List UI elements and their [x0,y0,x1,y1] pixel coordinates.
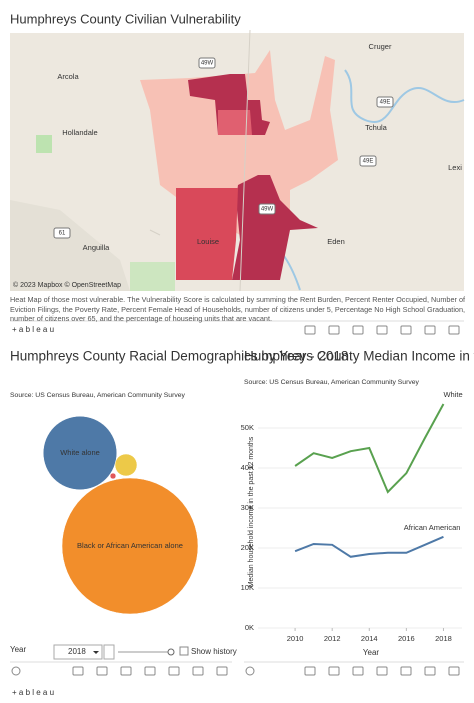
river [344,69,465,123]
highway-label: 61 [59,231,66,237]
toolbar-button[interactable] [144,666,156,676]
toolbar-button[interactable] [96,666,108,676]
toolbar: + a b l e a u [10,320,464,335]
tableau-icon [11,666,21,676]
y-tick-label: 10K [241,583,254,592]
chart-title: Humphreys County Median Income in the La… [244,349,474,364]
x-tick-label: 2014 [361,634,378,643]
chart-title: Humphreys County Racial Demographics by … [10,349,348,364]
y-axis-label: Median household income in the past 12 m… [248,436,255,587]
toolbar-button[interactable] [304,325,316,335]
highway-shield [376,96,394,108]
toolbar-button[interactable] [448,325,460,335]
place-label: Cruger [369,42,392,51]
place-label: Tchula [365,123,388,132]
toolbar-button[interactable] [328,666,340,676]
land [10,200,130,291]
control-label: Year [10,645,27,654]
toolbar [244,661,464,676]
place-label: Lexi [448,163,462,172]
chart-subtitle: Source: US Census Bureau, American Commu… [244,379,420,386]
tract [232,175,318,280]
checkbox[interactable] [179,646,189,656]
highway-shield [258,203,276,215]
line [294,535,444,558]
bubble [42,415,118,491]
place-label: Eden [327,237,345,246]
toolbar-button[interactable] [352,325,364,335]
highway-label: 49E [380,100,391,106]
bubble-label: Black or African American alone [77,541,183,550]
park [130,262,175,291]
map-caption: Heat Map of those most vulnerable. The V… [10,295,466,324]
x-axis-label: Year [363,648,380,657]
line [294,403,445,494]
toolbar-button[interactable] [328,325,340,335]
toolbar-button[interactable] [400,325,412,335]
tableau-logo: + a b l e a u [12,325,54,334]
toolbar-button[interactable] [424,666,436,676]
toolbar-button[interactable] [448,666,460,676]
road [149,29,251,292]
series-label: African American [404,523,461,532]
toolbar-button[interactable] [192,666,204,676]
highway-shield [359,155,377,167]
x-tick-label: 2018 [435,634,452,643]
bubble [61,477,199,615]
tableau-icon [245,666,255,676]
x-tick-label: 2016 [398,634,415,643]
year-select[interactable] [53,644,103,660]
highway-label: 49W [201,61,214,67]
y-tick-label: 40K [241,463,254,472]
y-tick-label: 0K [245,623,254,632]
x-tick-label: 2010 [287,634,304,643]
bubble [114,453,138,477]
map-attribution: © 2023 Mapbox © OpenStreetMap [13,281,121,289]
bubble-label: White alone [60,448,100,457]
toolbar [10,661,232,676]
place-label: Anguilla [83,243,111,252]
tableau-logo: + a b l e a u [12,688,54,697]
slider-handle[interactable] [167,648,175,656]
y-tick-label: 30K [241,503,254,512]
toolbar-button[interactable] [376,666,388,676]
toolbar-button[interactable] [376,325,388,335]
park [36,135,52,153]
highway-shield [53,227,71,239]
next-button[interactable] [103,644,115,660]
toolbar-button[interactable] [120,666,132,676]
tract [218,110,252,135]
y-tick-label: 50K [241,423,254,432]
map-title: Humphreys County Civilian Vulnerability [10,11,241,26]
dropdown-icon [93,651,99,654]
toolbar-button[interactable] [304,666,316,676]
toolbar-button[interactable] [72,666,84,676]
x-tick-label: 2012 [324,634,341,643]
highway-label: 49E [363,159,374,165]
place-label: Hollandale [62,128,97,137]
map[interactable] [10,29,465,292]
chart-subtitle: Source: US Census Bureau, American Commu… [10,392,186,399]
toolbar-button[interactable] [400,666,412,676]
toolbar-button[interactable] [424,325,436,335]
checkbox-label: Show history [191,647,237,656]
toolbar-button[interactable] [352,666,364,676]
place-label: Louise [197,237,219,246]
toolbar-button[interactable] [168,666,180,676]
year-select-value: 2018 [68,647,86,656]
tract [176,188,238,280]
place-label: Arcola [57,72,79,81]
y-tick-label: 20K [241,543,254,552]
highway-shield [198,57,216,69]
series-label: White [443,390,462,399]
bubble [109,472,117,480]
toolbar-button[interactable] [216,666,228,676]
highway-label: 49W [261,207,274,213]
